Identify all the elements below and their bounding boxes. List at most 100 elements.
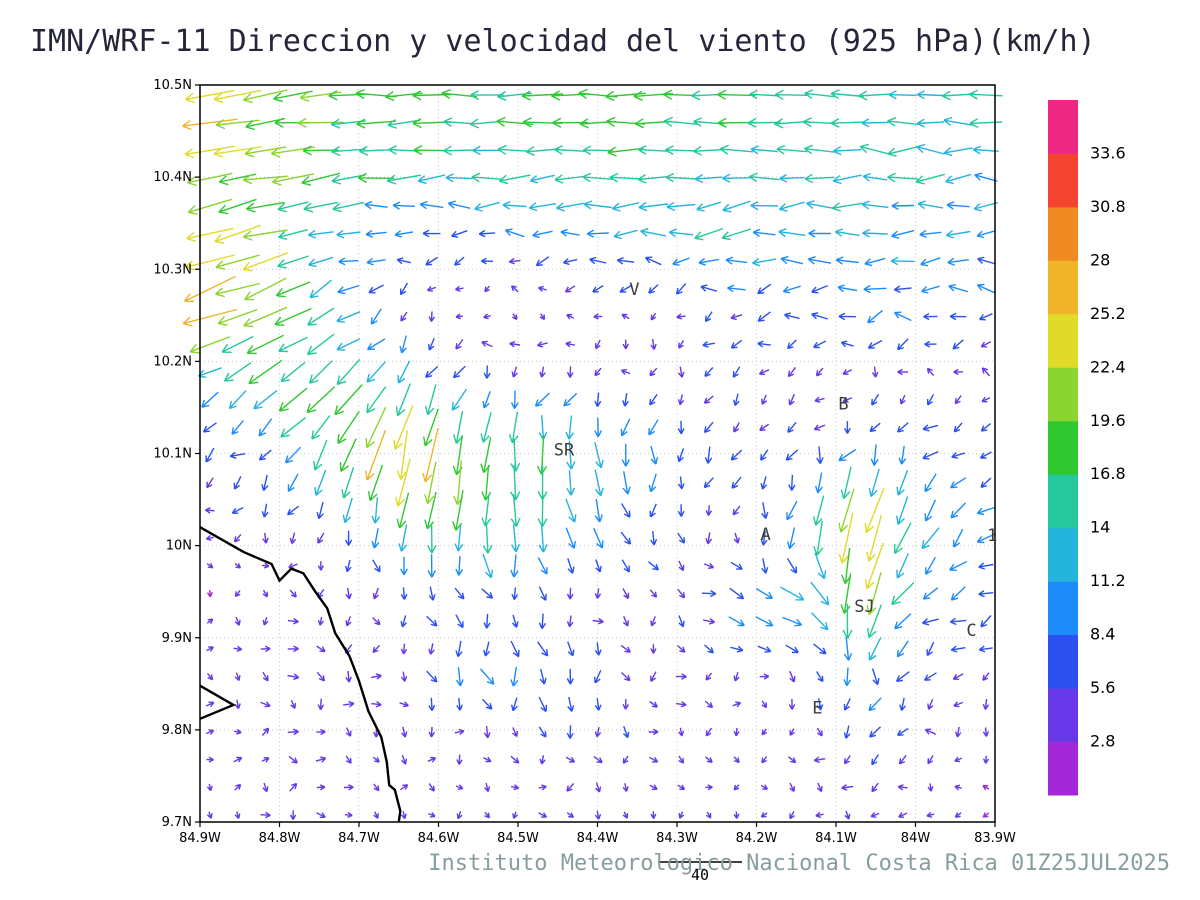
wind-arrow: [366, 361, 386, 383]
wind-arrow: [565, 527, 576, 549]
wind-arrow: [234, 589, 241, 598]
wind-arrow: [976, 230, 996, 239]
colorbar-band: [1048, 474, 1078, 529]
wind-arrow: [370, 308, 382, 325]
wind-arrow: [372, 644, 381, 654]
wind-arrow: [260, 811, 271, 819]
colorbar-label: 19.6: [1090, 411, 1126, 430]
wind-arrow: [924, 728, 936, 735]
wind-arrow: [650, 644, 657, 654]
wind-arrow: [843, 637, 853, 661]
wind-arrow: [594, 588, 602, 599]
wind-arrow: [399, 335, 407, 354]
wind-arrow: [510, 755, 520, 764]
colorbar-band: [1048, 206, 1078, 261]
city-label: A: [761, 525, 771, 545]
wind-arrow: [270, 146, 316, 158]
wind-arrow: [927, 755, 934, 765]
wind-arrow: [810, 581, 830, 606]
wind-arrow: [976, 506, 995, 516]
wind-arrow: [316, 502, 324, 520]
wind-arrow: [835, 256, 859, 265]
wind-arrow: [650, 338, 657, 350]
wind-arrow: [648, 473, 657, 493]
wind-arrow: [694, 227, 724, 241]
wind-arrow: [813, 520, 824, 556]
wind-arrow: [650, 531, 658, 546]
wind-arrow: [921, 285, 940, 294]
wind-arrow: [943, 147, 973, 157]
wind-arrow: [565, 415, 574, 440]
wind-arrow: [648, 284, 659, 294]
wind-arrow: [896, 496, 909, 525]
wind-arrow: [813, 756, 826, 764]
wind-arrow: [916, 118, 945, 128]
wind-arrow: [206, 811, 213, 819]
wind-arrow: [244, 277, 287, 301]
wind-arrow: [455, 313, 463, 320]
wind-arrow: [871, 754, 879, 766]
wind-arrow: [471, 172, 503, 183]
wind-arrow: [891, 201, 914, 211]
wind-arrow: [455, 338, 464, 350]
wind-arrow: [678, 560, 685, 572]
wind-arrow: [372, 587, 380, 600]
wind-arrow: [843, 667, 852, 687]
wind-arrow: [425, 365, 439, 378]
x-tick-label: 84.6W: [418, 831, 460, 846]
wind-arrow: [454, 285, 464, 292]
wind-arrow: [289, 810, 297, 821]
wind-arrow: [663, 116, 699, 127]
wind-arrow: [677, 476, 685, 490]
wind-arrow: [668, 228, 694, 238]
wind-arrow: [899, 697, 906, 711]
wind-arrow: [859, 143, 891, 155]
wind-arrow: [594, 392, 602, 407]
wind-arrow: [316, 784, 326, 791]
wind-arrow: [816, 727, 823, 737]
y-tick-label: 9.7N: [162, 815, 192, 830]
wind-arrow: [274, 307, 312, 326]
wind-arrow: [538, 285, 547, 292]
wind-arrow: [705, 784, 713, 791]
wind-arrow: [332, 201, 365, 213]
wind-arrow: [504, 228, 525, 238]
wind-arrow: [428, 586, 436, 601]
wind-arrow: [290, 699, 297, 709]
wind-arrow: [371, 528, 380, 549]
wind-arrow: [512, 811, 518, 819]
wind-arrow: [371, 497, 381, 524]
wind-arrow: [400, 671, 408, 682]
wind-arrow: [478, 229, 496, 238]
wind-arrow: [982, 784, 990, 791]
wind-arrow: [814, 396, 825, 403]
wind-arrow: [537, 557, 548, 575]
wind-arrow: [454, 256, 465, 266]
wind-arrow: [400, 587, 408, 600]
wind-arrow: [316, 812, 326, 818]
wind-arrow: [213, 146, 262, 158]
wind-arrow: [803, 144, 836, 155]
wind-arrow: [538, 812, 548, 818]
wind-arrow: [749, 89, 780, 100]
wind-arrow: [537, 494, 548, 527]
wind-arrow: [649, 367, 658, 377]
wind-arrow: [537, 341, 548, 348]
wind-arrow: [732, 701, 742, 708]
wind-arrow: [922, 587, 939, 600]
wind-arrow: [538, 613, 547, 630]
wind-arrow: [285, 446, 302, 464]
wind-arrow: [813, 424, 826, 431]
wind-arrow: [786, 558, 798, 574]
wind-arrow: [594, 810, 602, 820]
wind-arrow: [481, 698, 493, 710]
wind-arrow: [567, 558, 575, 574]
wind-arrow: [867, 339, 883, 349]
wind-arrow: [234, 562, 242, 569]
wind-arrow: [921, 527, 940, 550]
wind-arrow: [484, 811, 491, 819]
wind-arrow: [258, 449, 272, 461]
wind-arrow: [898, 754, 907, 765]
wind-arrow: [233, 756, 243, 763]
